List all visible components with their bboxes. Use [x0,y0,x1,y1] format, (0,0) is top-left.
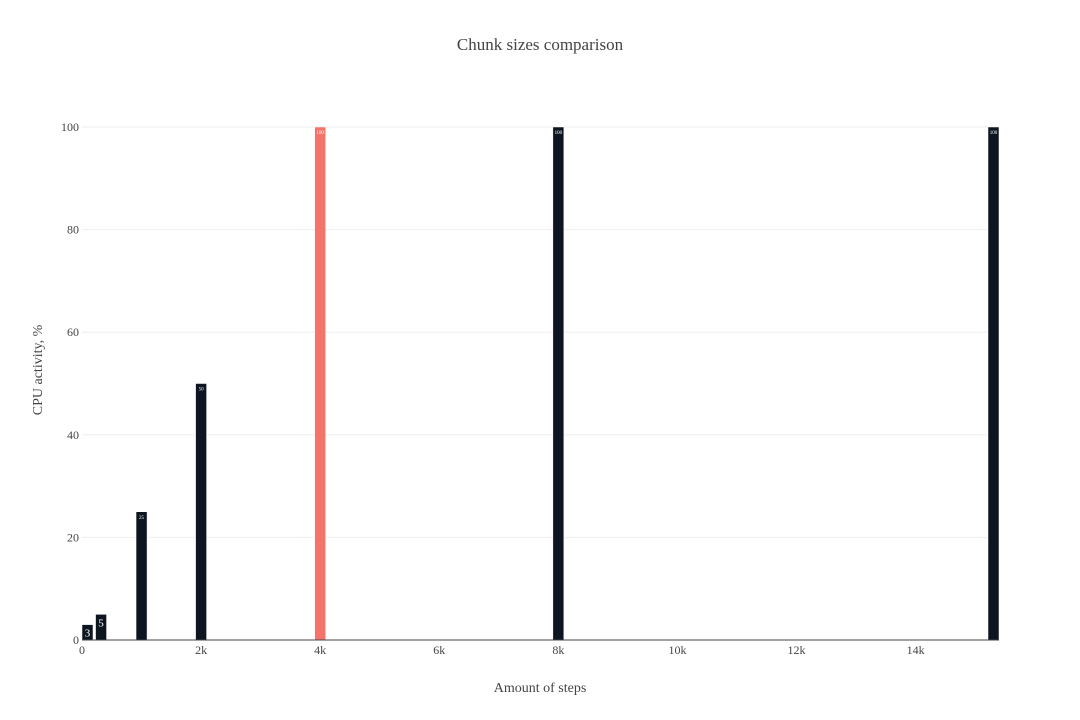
bar [987,126,1000,641]
bar [135,511,148,641]
bar-data-label: 5 [98,617,104,629]
bar [552,126,565,641]
y-tick-label: 20 [67,530,79,544]
bars: 35 25 50 100 100 100 [81,126,1000,641]
x-axis-title: Amount of steps [494,681,587,696]
y-tick-label: 0 [73,633,79,647]
x-tick-label: 2k [195,643,207,657]
y-tick-label: 40 [67,428,79,442]
x-tick-label: 8k [552,643,564,657]
bar-data-label: 100 [990,131,998,136]
x-tick-label: 0 [79,643,85,657]
bar-data-label: 3 [85,628,91,640]
grid-lines [82,126,999,538]
x-tick-label: 12k [788,643,806,657]
x-tick-label: 6k [433,643,445,657]
bar [314,126,326,641]
bar [195,383,207,641]
y-axis-title: CPU activity, % [31,324,46,415]
y-tick-label: 60 [67,325,79,339]
chart-title: Chunk sizes comparison [457,35,624,54]
y-tick-label: 100 [61,120,79,134]
bar-data-label: 100 [555,131,563,136]
y-tick-label: 80 [67,223,79,237]
bar-data-label: 100 [316,131,324,136]
x-tick-label: 14k [907,643,925,657]
x-tick-label: 10k [668,643,686,657]
x-tick-label: 4k [314,643,326,657]
bar-data-label: 50 [199,388,205,393]
bar-data-label: 25 [139,516,145,521]
axes: 0 20 40 60 80 100 0 2k 4k 6k 8k 10k 12k 14k [61,120,999,657]
